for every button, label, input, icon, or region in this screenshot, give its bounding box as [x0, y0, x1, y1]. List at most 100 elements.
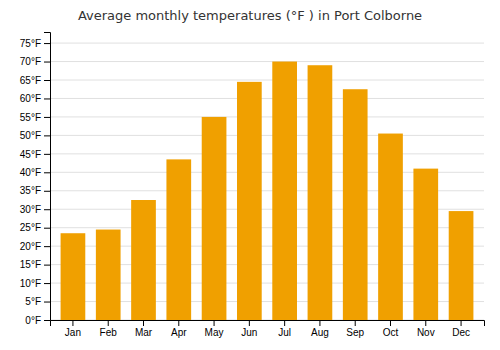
- x-tick-line: [178, 320, 179, 326]
- x-axis-line: [51, 321, 485, 327]
- bar: [378, 134, 403, 320]
- grid-line: [50, 43, 484, 44]
- x-tick: Jul: [278, 320, 291, 338]
- y-tick-line: [44, 302, 50, 303]
- x-tick-label: Jan: [65, 327, 81, 338]
- x-tick: May: [205, 320, 224, 338]
- bar: [61, 233, 86, 320]
- x-tick-line: [284, 320, 285, 326]
- y-tick-label: 70°F: [20, 56, 41, 67]
- y-tick-line: [44, 191, 50, 192]
- y-tick-line: [44, 265, 50, 266]
- x-tick-line: [108, 320, 109, 326]
- bar: [308, 65, 333, 320]
- y-tick: 40°F: [20, 167, 50, 178]
- y-tick-line: [44, 62, 50, 63]
- y-axis: 0°F 5°F 10°F 15°F 20°F 25°F 30°F 35°F 40°F 45°F 50…: [20, 33, 51, 326]
- y-tick: 10°F: [20, 278, 50, 289]
- bar: [272, 62, 297, 320]
- y-tick-label: 40°F: [20, 167, 41, 178]
- y-tick-line: [44, 209, 50, 210]
- y-tick-line: [44, 246, 50, 247]
- x-tick: Sep: [346, 320, 364, 338]
- x-tick: Aug: [311, 320, 329, 338]
- y-tick-line: [44, 154, 50, 155]
- y-tick: 45°F: [20, 149, 50, 160]
- y-tick-label: 20°F: [20, 241, 41, 252]
- grid-line: [50, 135, 484, 136]
- y-tick-label: 15°F: [20, 259, 41, 270]
- bar: [96, 230, 121, 320]
- y-tick-line: [44, 228, 50, 229]
- y-tick: 65°F: [20, 75, 50, 86]
- y-tick: 15°F: [20, 259, 50, 270]
- grid-line: [50, 80, 484, 81]
- y-tick-label: 60°F: [20, 93, 41, 104]
- x-tick-line: [143, 320, 144, 326]
- grid-line: [50, 61, 484, 62]
- x-tick-label: Aug: [311, 327, 329, 338]
- y-tick-label: 75°F: [20, 38, 41, 49]
- y-tick: 70°F: [20, 56, 50, 67]
- x-tick-label: Jun: [241, 327, 257, 338]
- bar: [202, 117, 227, 320]
- y-tick-label: 5°F: [25, 296, 41, 307]
- y-tick-line: [44, 172, 50, 173]
- y-tick: 30°F: [20, 204, 50, 215]
- y-tick-line: [44, 43, 50, 44]
- y-tick-label: 0°F: [25, 315, 41, 326]
- x-tick-line: [72, 320, 73, 326]
- x-tick-label: Apr: [171, 327, 187, 338]
- x-tick-label: Dec: [452, 327, 470, 338]
- y-tick-line: [44, 117, 50, 118]
- x-tick-line: [355, 320, 356, 326]
- x-tick: Apr: [171, 320, 187, 338]
- x-tick-line: [390, 320, 391, 326]
- x-axis: JanFebMarAprMayJunJulAugSepOctNovDec: [51, 320, 485, 338]
- y-tick: 50°F: [20, 130, 50, 141]
- y-axis-line: [44, 33, 51, 321]
- y-tick-label: 55°F: [20, 112, 41, 123]
- x-tick-line: [249, 320, 250, 326]
- bar: [131, 200, 156, 320]
- bars: [61, 62, 474, 320]
- grid-line: [50, 153, 484, 154]
- plot: 0°F 5°F 10°F 15°F 20°F 25°F 30°F 35°F 40°F 45°F 50…: [20, 33, 485, 339]
- y-tick-line: [44, 135, 50, 136]
- y-tick: 5°F: [25, 296, 50, 307]
- x-tick-label: Jul: [278, 327, 291, 338]
- y-tick: 25°F: [20, 222, 50, 233]
- grid: [50, 43, 484, 320]
- x-tick-line: [425, 320, 426, 326]
- y-tick-label: 10°F: [20, 278, 41, 289]
- x-tick: Mar: [135, 320, 153, 338]
- y-tick-label: 65°F: [20, 75, 41, 86]
- x-tick-line: [461, 320, 462, 326]
- x-tick-label: May: [205, 327, 224, 338]
- x-tick: Dec: [452, 320, 470, 338]
- y-tick: 55°F: [20, 112, 50, 123]
- x-tick-label: Sep: [346, 327, 364, 338]
- y-tick-label: 50°F: [20, 130, 41, 141]
- y-tick-label: 35°F: [20, 185, 41, 196]
- y-tick-label: 25°F: [20, 222, 41, 233]
- y-tick-line: [44, 80, 50, 81]
- y-tick: 20°F: [20, 241, 50, 252]
- x-tick-line: [319, 320, 320, 326]
- y-tick-line: [44, 98, 50, 99]
- x-tick: Nov: [417, 320, 435, 338]
- bar: [449, 211, 474, 320]
- chart-container: 0°F 5°F 10°F 15°F 20°F 25°F 30°F 35°F 40°F 45°F 50…: [0, 0, 500, 350]
- x-tick: Oct: [383, 320, 399, 338]
- chart-svg: 0°F 5°F 10°F 15°F 20°F 25°F 30°F 35°F 40°F 45°F 50…: [0, 0, 500, 350]
- y-tick: 75°F: [20, 38, 50, 49]
- y-tick: 60°F: [20, 93, 50, 104]
- title: Average monthly temperatures (°F ) in Po…: [78, 8, 422, 23]
- y-tick: 35°F: [20, 185, 50, 196]
- x-tick-label: Nov: [417, 327, 435, 338]
- y-tick-label: 45°F: [20, 149, 41, 160]
- x-tick: Jan: [65, 320, 81, 338]
- grid-line: [50, 98, 484, 99]
- y-tick-line: [44, 283, 50, 284]
- bar: [166, 159, 191, 320]
